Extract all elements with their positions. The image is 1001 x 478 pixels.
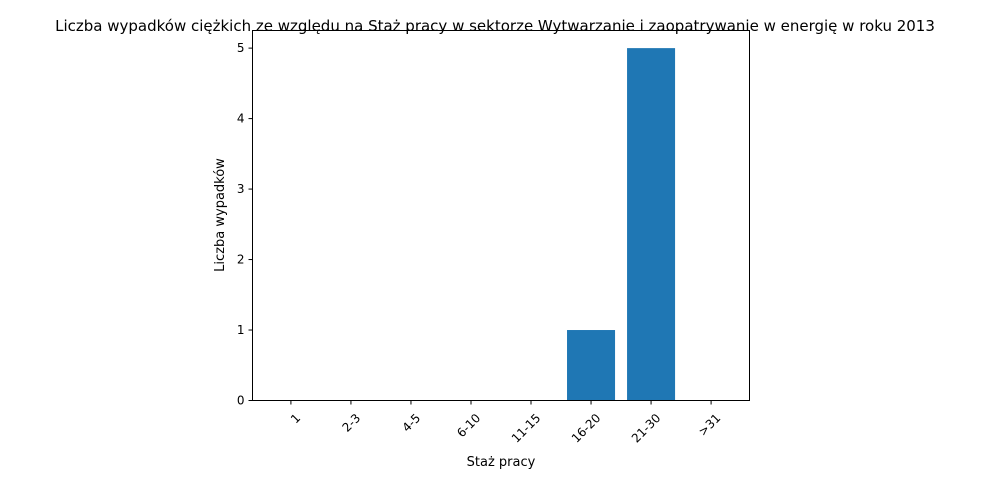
x-tick-label-7: >31 (696, 411, 724, 439)
x-tick-label-4: 11-15 (509, 411, 544, 446)
y-tick-label-1: 1 (237, 323, 245, 337)
y-tick-label-2: 2 (237, 253, 245, 267)
y-axis-label: Liczba wypadków (213, 158, 228, 272)
y-tick-label-3: 3 (237, 182, 245, 196)
y-tick-label-5: 5 (237, 41, 245, 55)
y-tick-label-4: 4 (237, 112, 245, 126)
x-tick-label-5: 16-20 (569, 411, 604, 446)
x-tick-label-1: 2-3 (340, 411, 364, 435)
y-axis: 0 1 2 3 4 5 (237, 41, 253, 408)
x-tick-label-6: 21-30 (629, 411, 664, 446)
x-tick-label-3: 6-10 (454, 411, 483, 440)
x-tick-label-0: 1 (288, 411, 303, 426)
x-axis-label: Staż pracy (467, 455, 536, 470)
bar-6 (627, 48, 676, 401)
plot-frame (252, 30, 750, 401)
x-axis: 1 2-3 4-5 6-10 11-15 16-20 21-30 >31 (288, 400, 724, 446)
y-tick-label-0: 0 (237, 394, 245, 408)
bar-5 (567, 330, 616, 401)
x-tick-label-2: 4-5 (400, 411, 424, 435)
chart-title: Liczba wypadków ciężkich ze względu na S… (55, 17, 935, 35)
bars-layer (567, 48, 676, 401)
